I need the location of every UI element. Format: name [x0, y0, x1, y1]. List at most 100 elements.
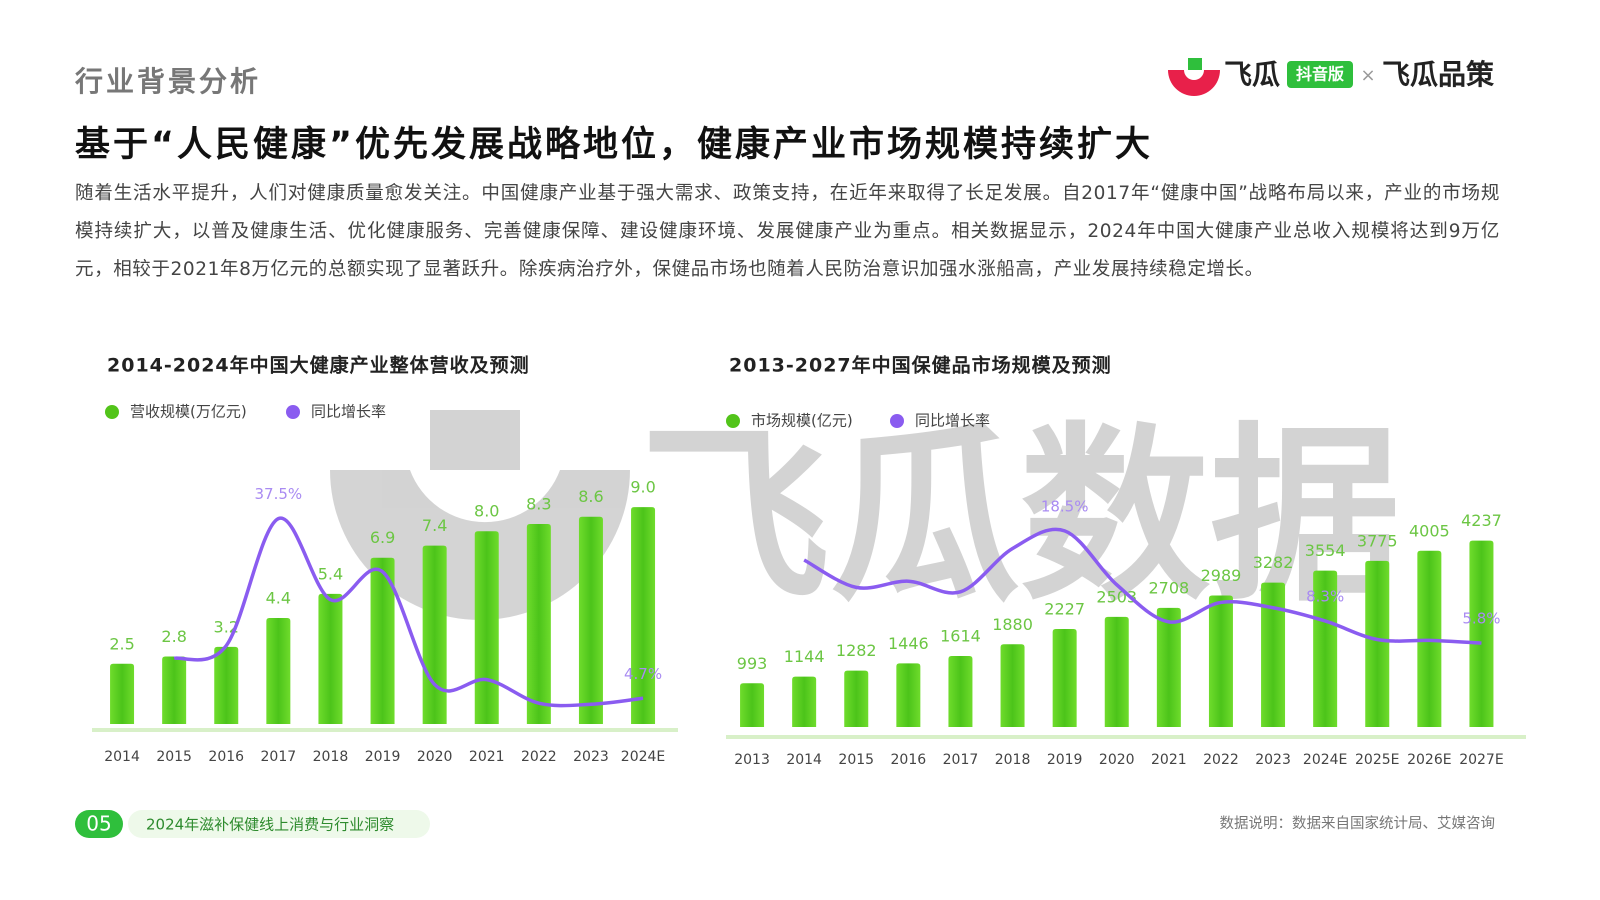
x-tick-label: 2013 [734, 752, 770, 768]
bar-label: 8.0 [474, 502, 499, 521]
legend-swatch [890, 414, 904, 428]
x-tick-label: 2020 [1099, 752, 1135, 768]
x-tick-label: 2015 [156, 749, 192, 765]
bar [474, 531, 499, 724]
bar [631, 507, 656, 724]
bar-label: 8.6 [578, 487, 603, 506]
bar [422, 545, 447, 724]
x-tick-label: 2016 [208, 749, 244, 765]
growth-line [173, 516, 644, 708]
x-tick-label: 2022 [1203, 752, 1239, 768]
x-tick-label: 2021 [1151, 752, 1187, 768]
x-tick-label: 2019 [365, 749, 401, 765]
bar-label: 9.0 [630, 478, 655, 497]
logo-brand: 飞瓜 [1224, 58, 1280, 91]
chart-title: 2014-2024年中国大健康产业整体营收及预测 [107, 354, 530, 377]
bar-label: 1446 [888, 634, 929, 653]
bar [1000, 644, 1025, 727]
bar [792, 676, 817, 727]
bar-label: 7.4 [422, 516, 447, 535]
bar-label: 2989 [1201, 566, 1242, 585]
bar-label: 3775 [1357, 531, 1398, 550]
logo: 飞瓜 抖音版 × 飞瓜品策 [1168, 58, 1494, 96]
bar [1104, 616, 1129, 727]
bar [896, 663, 921, 727]
bar [1313, 570, 1338, 727]
line-label: 8.3% [1306, 587, 1344, 605]
bar [1208, 595, 1233, 727]
x-tick-label: 2016 [891, 752, 927, 768]
x-tick-label: 2017 [261, 749, 297, 765]
chart-title: 2013-2027年中国保健品市场规模及预测 [729, 354, 1112, 377]
bar-label: 5.4 [318, 564, 343, 583]
logo-partner: 飞瓜品策 [1382, 58, 1494, 91]
legend-label: 同比增长率 [915, 412, 990, 430]
bar [266, 617, 291, 724]
x-tick-label: 2027E [1459, 752, 1503, 768]
x-tick-label: 2022 [521, 749, 557, 765]
x-tick-label: 2014 [786, 752, 822, 768]
bar-label: 4005 [1409, 521, 1450, 540]
bar-label: 8.3 [526, 494, 551, 513]
page-title: 基于“人民健康”优先发展战略地位，健康产业市场规模持续扩大 [75, 125, 1154, 165]
x-tick-label: 2018 [313, 749, 349, 765]
legend-swatch [105, 405, 119, 419]
x-tick-label: 2024E [621, 749, 665, 765]
page-number: 05 [86, 812, 111, 836]
bar [110, 663, 135, 724]
bar-label: 2.8 [161, 627, 186, 646]
bar-label: 6.9 [370, 528, 395, 547]
legend-swatch [286, 405, 300, 419]
bar [948, 655, 973, 727]
x-tick-label: 2019 [1047, 752, 1083, 768]
bar-label: 2708 [1148, 578, 1189, 597]
x-tick-label: 2021 [469, 749, 505, 765]
bar [214, 646, 239, 724]
line-label: 5.8% [1462, 610, 1500, 628]
x-tick-label: 2017 [943, 752, 979, 768]
legend-swatch [726, 414, 740, 428]
bar [1365, 560, 1390, 727]
bar-label: 1282 [836, 641, 877, 660]
legend-label: 营收规模(万亿元) [130, 403, 247, 421]
x-tick-label: 2015 [838, 752, 874, 768]
logo-badge: 抖音版 [1296, 65, 1344, 84]
x-tick-label: 2023 [1255, 752, 1291, 768]
bar-label: 3554 [1305, 541, 1346, 560]
legend-label: 市场规模(亿元) [751, 412, 853, 430]
legend-label: 同比增长率 [311, 403, 386, 421]
bar [526, 523, 551, 724]
bar-label: 1880 [992, 615, 1033, 634]
x-tick-label: 2026E [1407, 752, 1451, 768]
growth-line [803, 527, 1482, 645]
line-label: 4.7% [624, 665, 662, 683]
bar [1156, 607, 1181, 727]
x-tick-label: 2018 [995, 752, 1031, 768]
bar [578, 516, 603, 724]
x-tick-label: 2023 [573, 749, 609, 765]
svg-text:×: × [1360, 65, 1375, 86]
bar [318, 593, 343, 724]
watermark-text: 飞瓜数据 [640, 406, 1400, 627]
bar [162, 656, 187, 724]
paragraph: 随着生活水平提升，人们对健康质量愈发关注。中国健康产业基于强大需求、政策支持，在… [75, 183, 1500, 280]
footer-report: 2024年滋补保健线上消费与行业洞察 [146, 816, 394, 834]
x-tick-label: 2014 [104, 749, 140, 765]
bar-label: 2227 [1044, 600, 1085, 619]
line-label: 37.5% [255, 485, 303, 503]
line-label: 18.5% [1041, 497, 1089, 515]
bar-label: 2.5 [109, 634, 134, 653]
bar-label: 4.4 [266, 588, 291, 607]
bar-label: 1614 [940, 626, 981, 645]
bar-label: 993 [737, 654, 768, 673]
bar [740, 683, 765, 727]
bar [1261, 582, 1286, 727]
footer-source: 数据说明：数据来自国家统计局、艾媒咨询 [1220, 815, 1496, 832]
x-tick-label: 2025E [1355, 752, 1399, 768]
bar-label: 4237 [1461, 511, 1502, 530]
x-tick-label: 2020 [417, 749, 453, 765]
bar [1052, 629, 1077, 727]
bar [1469, 540, 1494, 727]
